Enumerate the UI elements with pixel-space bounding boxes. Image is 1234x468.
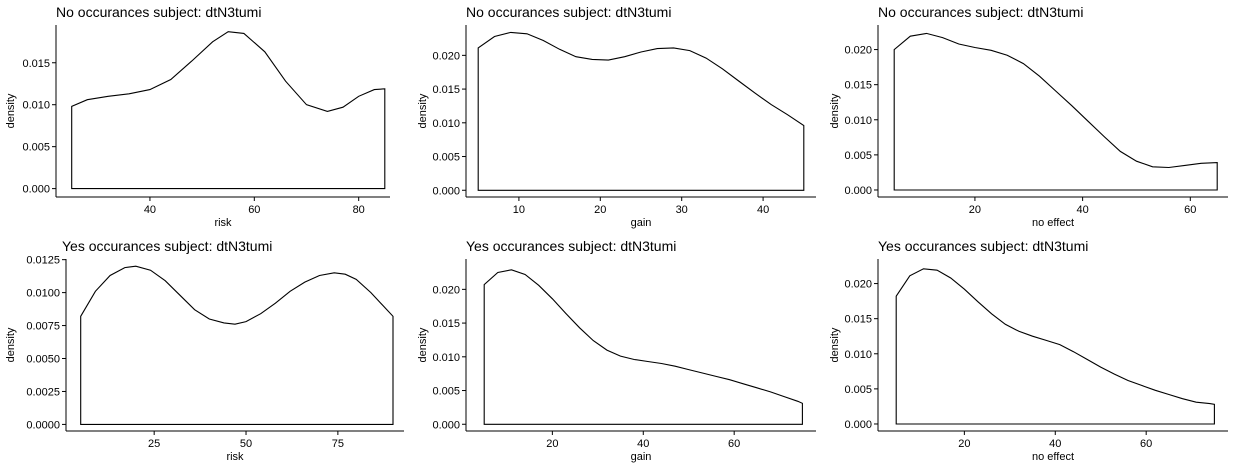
y-tick-label: 0.010: [432, 352, 460, 364]
chart-title: Yes occurances subject: dtN3tumi: [62, 238, 272, 254]
x-tick-label: 10: [513, 204, 525, 216]
x-tick-label: 25: [148, 438, 160, 450]
x-tick-label: 20: [958, 438, 970, 450]
x-tick-label: 60: [248, 204, 260, 216]
x-tick-label: 50: [240, 438, 252, 450]
density-curve: [80, 265, 394, 425]
density-curve: [477, 31, 805, 191]
y-axis-label: density: [417, 327, 429, 362]
y-tick-label: 0.015: [844, 314, 872, 326]
x-tick-label: 20: [969, 204, 981, 216]
y-tick-label: 0.015: [432, 84, 460, 96]
chart-title: No occurances subject: dtN3tumi: [466, 4, 671, 20]
chart-panel-4: Yes occurances subject: dtN3tumi 0.0000 0.…: [5, 238, 404, 463]
density-curve: [483, 269, 803, 425]
x-tick-label: 80: [353, 204, 365, 216]
chart-panel-6: Yes occurances subject: dtN3tumi 0.000 0.0…: [829, 238, 1228, 463]
x-tick-label: 40: [1076, 204, 1088, 216]
x-tick-label: 60: [1184, 204, 1196, 216]
chart-panel-1: No occurances subject: dtN3tumi 0.000 0.00…: [5, 4, 390, 229]
y-tick-label: 0.015: [844, 80, 872, 92]
chart-title: Yes occurances subject: dtN3tumi: [878, 238, 1088, 254]
x-axis-label: no effect: [1032, 451, 1074, 463]
y-tick-label: 0.000: [432, 185, 460, 197]
chart-panel-5: Yes occurances subject: dtN3tumi 0.000 0.0…: [417, 238, 816, 463]
x-axis-label: risk: [226, 451, 244, 463]
y-tick-label: 0.000: [432, 419, 460, 431]
x-tick-label: 40: [1049, 438, 1061, 450]
density-curve: [895, 268, 1215, 425]
x-tick-label: 30: [676, 204, 688, 216]
y-tick-label: 0.015: [432, 318, 460, 330]
chart-panel-3: No occurances subject: dtN3tumi 0.000 0.00…: [829, 4, 1228, 229]
y-tick-label: 0.010: [22, 100, 50, 112]
y-axis-label: density: [5, 327, 17, 362]
y-tick-label: 0.020: [432, 50, 460, 62]
y-tick-label: 0.0100: [26, 288, 60, 300]
y-tick-label: 0.000: [844, 419, 872, 431]
density-curve: [71, 31, 386, 190]
y-tick-label: 0.020: [432, 284, 460, 296]
y-tick-label: 0.0050: [26, 354, 60, 366]
x-tick-label: 60: [728, 438, 740, 450]
y-tick-label: 0.000: [22, 184, 50, 196]
x-axis-label: gain: [631, 451, 652, 463]
y-tick-label: 0.0000: [26, 419, 60, 431]
y-tick-label: 0.005: [844, 150, 872, 162]
chart-title: No occurances subject: dtN3tumi: [878, 4, 1083, 20]
y-tick-label: 0.010: [844, 349, 872, 361]
x-tick-label: 40: [757, 204, 769, 216]
x-axis-label: no effect: [1032, 217, 1074, 229]
x-tick-label: 75: [332, 438, 344, 450]
y-tick-label: 0.020: [844, 45, 872, 57]
y-axis-label: density: [829, 327, 841, 362]
y-tick-label: 0.010: [432, 118, 460, 130]
y-tick-label: 0.005: [22, 142, 50, 154]
x-tick-label: 20: [594, 204, 606, 216]
y-tick-label: 0.005: [432, 152, 460, 164]
x-axis-label: gain: [631, 217, 652, 229]
y-axis-label: density: [5, 93, 17, 128]
y-axis-label: density: [417, 93, 429, 128]
y-tick-label: 0.0075: [26, 321, 60, 333]
y-tick-label: 0.0125: [26, 255, 60, 267]
chart-title: Yes occurances subject: dtN3tumi: [466, 238, 676, 254]
density-curve: [893, 32, 1218, 191]
x-tick-label: 20: [546, 438, 558, 450]
x-tick-label: 40: [144, 204, 156, 216]
chart-panel-2: No occurances subject: dtN3tumi 0.000 0.00…: [417, 4, 816, 229]
y-tick-label: 0.000: [844, 185, 872, 197]
chart-title: No occurances subject: dtN3tumi: [56, 4, 261, 20]
y-tick-label: 0.005: [844, 384, 872, 396]
y-tick-label: 0.010: [844, 115, 872, 127]
x-tick-label: 40: [637, 438, 649, 450]
x-axis-label: risk: [214, 217, 232, 229]
y-axis-label: density: [829, 93, 841, 128]
x-tick-label: 60: [1140, 438, 1152, 450]
y-tick-label: 0.015: [22, 58, 50, 70]
y-tick-label: 0.005: [432, 386, 460, 398]
y-tick-label: 0.0025: [26, 386, 60, 398]
y-tick-label: 0.020: [844, 279, 872, 291]
